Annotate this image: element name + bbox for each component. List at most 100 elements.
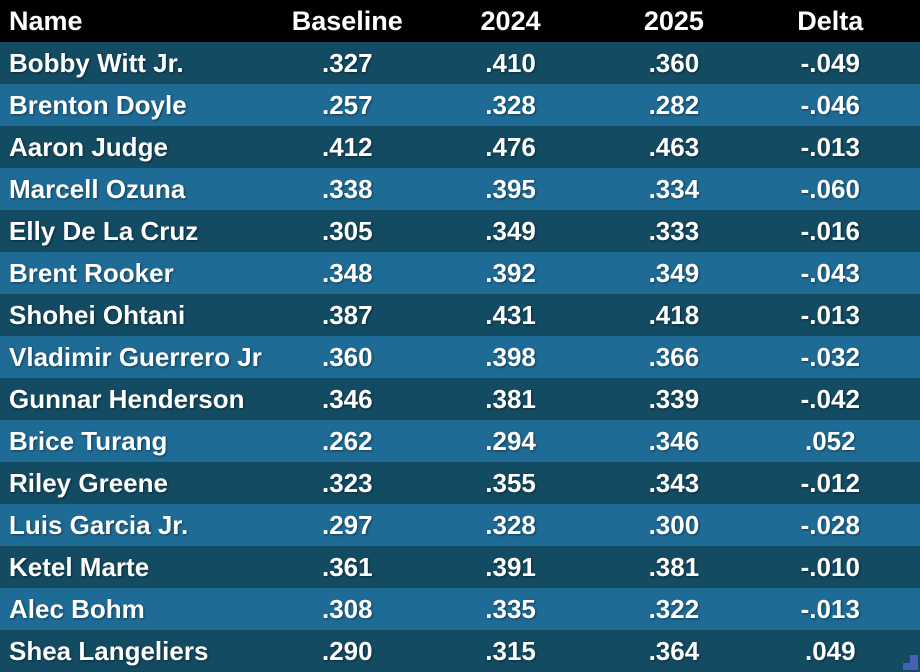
cell-name: Brenton Doyle — [9, 89, 187, 120]
cell-delta: -.060 — [800, 173, 860, 204]
cell-y2025: .333 — [648, 215, 700, 246]
table-row: Alec Bohm .308 .335 .322 -.013 — [0, 588, 920, 630]
cell-baseline: .346 — [321, 383, 373, 414]
table-row: Elly De La Cruz .305 .349 .333 -.016 — [0, 210, 920, 252]
cell-y2025: .463 — [648, 131, 700, 162]
cell-y2024: .391 — [485, 551, 536, 582]
column-header-delta: Delta — [740, 0, 920, 42]
table-row: Gunnar Henderson .346 .381 .339 -.042 — [0, 378, 920, 420]
cell-y2024: .328 — [485, 89, 536, 120]
cell-y2024: .398 — [485, 341, 536, 372]
cell-y2025: .322 — [648, 593, 700, 624]
cell-delta: -.042 — [800, 383, 860, 414]
cell-baseline: .412 — [321, 131, 373, 162]
cell-delta: -.028 — [800, 509, 860, 540]
table-row: Luis Garcia Jr. .297 .328 .300 -.028 — [0, 504, 920, 546]
column-header-2025: 2025 — [607, 0, 741, 42]
cell-name: Aaron Judge — [9, 131, 168, 162]
cell-name: Brice Turang — [9, 425, 168, 456]
cell-y2025: .334 — [648, 173, 700, 204]
cell-baseline: .290 — [321, 635, 373, 666]
cell-delta: -.046 — [800, 89, 860, 120]
cell-y2025: .339 — [648, 383, 700, 414]
cell-y2024: .381 — [485, 383, 536, 414]
cell-name: Bobby Witt Jr. — [9, 47, 184, 78]
cell-y2025: .343 — [648, 467, 700, 498]
cell-delta: -.032 — [800, 341, 860, 372]
table-row: Brenton Doyle .257 .328 .282 -.046 — [0, 84, 920, 126]
cell-name: Shea Langeliers — [9, 635, 209, 666]
cell-name: Shohei Ohtani — [9, 299, 186, 330]
table-row: Riley Greene .323 .355 .343 -.012 — [0, 462, 920, 504]
cell-name: Alec Bohm — [9, 593, 145, 624]
column-header-baseline: Baseline — [280, 0, 414, 42]
cell-delta: -.012 — [800, 467, 860, 498]
cell-name: Riley Greene — [9, 467, 168, 498]
table-row: Brice Turang .262 .294 .346 .052 — [0, 420, 920, 462]
cell-y2024: .476 — [485, 131, 536, 162]
table-row: Ketel Marte .361 .391 .381 -.010 — [0, 546, 920, 588]
cell-y2025: .364 — [648, 635, 700, 666]
header-row: Name Baseline 2024 2025 Delta — [0, 0, 920, 42]
cell-baseline: .360 — [321, 341, 373, 372]
cell-delta: .052 — [804, 425, 856, 456]
table-row: Shea Langeliers .290 .315 .364 .049 — [0, 630, 920, 672]
cell-baseline: .262 — [321, 425, 373, 456]
cell-y2025: .381 — [648, 551, 700, 582]
cell-baseline: .308 — [321, 593, 373, 624]
cell-baseline: .387 — [321, 299, 373, 330]
cell-y2024: .392 — [485, 257, 536, 288]
table-header: Name Baseline 2024 2025 Delta — [0, 0, 920, 42]
cell-y2025: .282 — [648, 89, 700, 120]
table-row: Bobby Witt Jr. .327 .410 .360 -.049 — [0, 42, 920, 84]
column-header-name: Name — [0, 0, 281, 42]
cell-delta: -.013 — [800, 299, 860, 330]
cell-y2024: .335 — [485, 593, 536, 624]
cell-delta: -.016 — [800, 215, 860, 246]
cell-name: Gunnar Henderson — [9, 383, 245, 414]
cell-delta: .049 — [804, 635, 856, 666]
cell-delta: -.043 — [800, 257, 860, 288]
cell-delta: -.049 — [800, 47, 860, 78]
table-row: Marcell Ozuna .338 .395 .334 -.060 — [0, 168, 920, 210]
cell-delta: -.013 — [800, 593, 860, 624]
cell-baseline: .361 — [321, 551, 373, 582]
table-body: Bobby Witt Jr. .327 .410 .360 -.049 Brenton D… — [0, 42, 920, 672]
table-row: Vladimir Guerrero Jr .360 .398 .366 -.032 — [0, 336, 920, 378]
table-row: Shohei Ohtani .387 .431 .418 -.013 — [0, 294, 920, 336]
cell-y2024: .349 — [485, 215, 536, 246]
cell-name: Elly De La Cruz — [9, 215, 199, 246]
cell-y2025: .418 — [648, 299, 700, 330]
cell-y2024: .395 — [485, 173, 536, 204]
cell-name: Luis Garcia Jr. — [9, 509, 189, 540]
cell-delta: -.010 — [800, 551, 860, 582]
cell-y2025: .346 — [648, 425, 700, 456]
cell-name: Ketel Marte — [9, 551, 150, 582]
cell-name: Vladimir Guerrero Jr — [9, 341, 262, 372]
cell-baseline: .327 — [321, 47, 373, 78]
step-corner-marker-icon — [903, 655, 918, 670]
cell-name: Brent Rooker — [9, 257, 174, 288]
cell-y2025: .349 — [648, 257, 700, 288]
cell-y2024: .328 — [485, 509, 536, 540]
cell-delta: -.013 — [800, 131, 860, 162]
table-row: Brent Rooker .348 .392 .349 -.043 — [0, 252, 920, 294]
cell-y2024: .315 — [485, 635, 536, 666]
cell-y2024: .410 — [485, 47, 536, 78]
cell-y2025: .360 — [648, 47, 700, 78]
cell-baseline: .297 — [321, 509, 373, 540]
cell-baseline: .323 — [321, 467, 373, 498]
cell-name: Marcell Ozuna — [9, 173, 186, 204]
cell-baseline: .348 — [321, 257, 373, 288]
cell-y2025: .366 — [648, 341, 700, 372]
column-header-2024: 2024 — [413, 0, 608, 42]
cell-baseline: .305 — [321, 215, 373, 246]
cell-y2024: .294 — [485, 425, 536, 456]
cell-y2025: .300 — [648, 509, 700, 540]
table-row: Aaron Judge .412 .476 .463 -.013 — [0, 126, 920, 168]
cell-y2024: .431 — [485, 299, 536, 330]
cell-baseline: .257 — [321, 89, 373, 120]
cell-baseline: .338 — [321, 173, 373, 204]
